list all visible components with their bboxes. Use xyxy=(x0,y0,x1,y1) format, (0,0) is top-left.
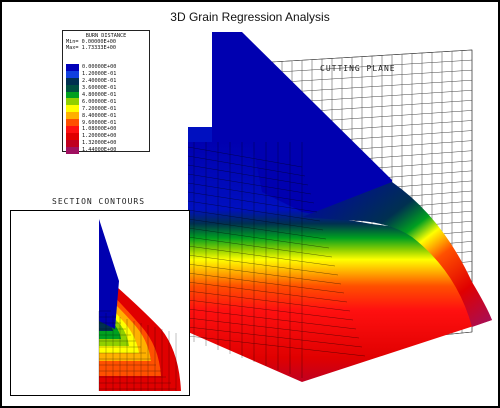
grain-front-face xyxy=(188,142,492,382)
legend-swatch xyxy=(66,126,79,133)
legend-entry: 1.32000E+00 xyxy=(66,139,117,147)
legend-swatch xyxy=(66,112,79,120)
legend-entry: 8.40000E-01 xyxy=(66,112,117,120)
legend-swatch xyxy=(66,119,79,127)
legend-value: 7.20000E-01 xyxy=(82,105,117,112)
cutting-plane-label: CUTTING PLANE xyxy=(320,64,396,73)
legend-value: 1.08000E+00 xyxy=(82,126,117,133)
legend-value: 6.00000E-01 xyxy=(82,98,117,105)
legend-entry: 4.80000E-01 xyxy=(66,91,117,99)
legend-entry: 3.60000E-01 xyxy=(66,84,117,92)
legend-entry: 2.40000E-01 xyxy=(66,77,117,85)
grain-mesh xyxy=(187,142,366,378)
figure-title: 3D Grain Regression Analysis xyxy=(170,10,330,24)
legend-swatch xyxy=(66,105,79,113)
legend-entry: 1.20000E-01 xyxy=(66,70,117,78)
section-contours-label: SECTION CONTOURS xyxy=(52,197,146,206)
legend-value: 3.60000E-01 xyxy=(82,85,117,92)
legend-entry: 7.20000E-01 xyxy=(66,105,117,113)
legend-swatch xyxy=(66,132,79,140)
legend-heading: BURN DISTANCE xyxy=(85,33,127,39)
legend-value: 4.80000E-01 xyxy=(82,92,117,98)
legend-max: Max= 1.73333E+00 xyxy=(66,45,116,51)
grain-curved-face xyxy=(302,182,492,327)
legend-value: 2.40000E-01 xyxy=(82,78,117,85)
section-contours-plot xyxy=(98,219,181,391)
legend-value: 9.60000E-01 xyxy=(82,119,117,126)
legend-value: 0.00000E+00 xyxy=(82,64,117,71)
burn-distance-legend: BURN DISTANCE Min= 0.00000E+00 Max= 1.73… xyxy=(62,30,150,154)
legend-swatch xyxy=(66,64,79,71)
legend-entry: 0.00000E+00 xyxy=(66,64,116,71)
legend-swatch xyxy=(66,84,79,92)
legend-value: 1.20000E+00 xyxy=(82,133,117,140)
legend-swatch xyxy=(66,98,79,106)
legend-entry: 9.60000E-01 xyxy=(66,119,117,127)
legend-swatch xyxy=(66,146,79,154)
legend-min: Min= 0.00000E+00 xyxy=(66,39,116,45)
legend-entry: 1.44000E+00 xyxy=(66,146,117,154)
legend-swatch xyxy=(66,70,79,78)
legend-value: 1.20000E-01 xyxy=(82,71,117,78)
section-contours-panel xyxy=(10,210,190,396)
legend-value: 8.40000E-01 xyxy=(82,112,117,119)
legend-rows: 0.00000E+00 1.20000E-01 2.40000E-01 3.60000… xyxy=(66,64,116,154)
legend-entry: 1.08000E+00 xyxy=(66,126,116,133)
legend-swatch xyxy=(66,91,79,99)
legend-entry: 1.20000E+00 xyxy=(66,132,117,140)
legend-swatch xyxy=(66,139,79,147)
legend-value: 1.44000E+00 xyxy=(82,147,117,154)
legend-entry: 6.00000E-01 xyxy=(66,98,117,106)
legend-swatch xyxy=(66,77,79,85)
grain-body xyxy=(187,32,492,382)
legend-value: 1.32000E+00 xyxy=(82,140,117,147)
